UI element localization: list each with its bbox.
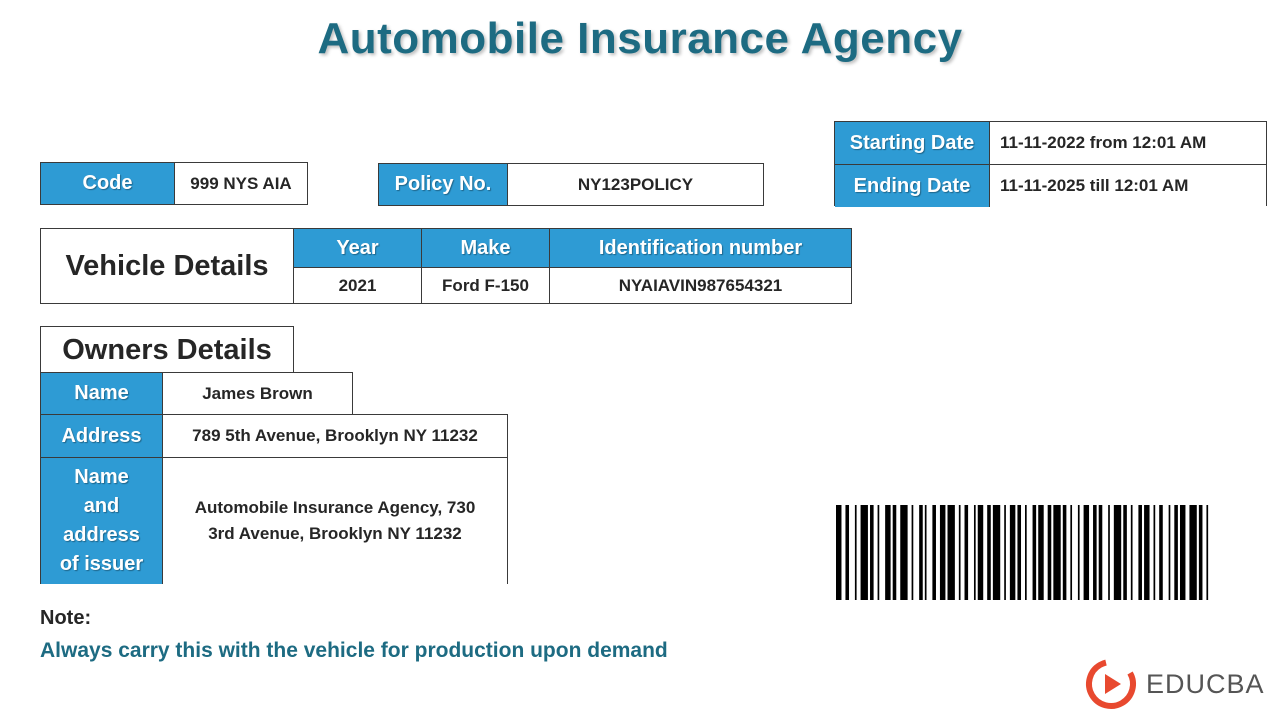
barcode-bar xyxy=(1025,505,1027,600)
note-label: Note: xyxy=(40,607,92,629)
policy-label: Policy No. xyxy=(379,164,508,205)
barcode-bar xyxy=(911,505,914,600)
barcode-bar xyxy=(987,505,991,600)
barcode-bar xyxy=(870,505,874,600)
barcode-bar xyxy=(1144,505,1150,600)
barcode-bar xyxy=(900,505,908,600)
barcode-bar xyxy=(1189,505,1197,600)
owner-name-row: Name James Brown xyxy=(40,372,353,415)
starting-date-label: Starting Date xyxy=(835,122,990,164)
issuer-value: Automobile Insurance Agency, 730 3rd Ave… xyxy=(163,458,507,584)
barcode-bar xyxy=(1053,505,1061,600)
vehicle-details-heading: Vehicle Details xyxy=(41,229,294,303)
issuer-label: Name and address of issuer xyxy=(41,458,163,584)
page-title: Automobile Insurance Agency xyxy=(317,14,963,63)
issuer-value-line: 3rd Avenue, Brooklyn NY 11232 xyxy=(208,524,462,543)
issuer-label-line: address xyxy=(63,524,140,546)
policy-dates: Starting Date 11-11-2022 from 12:01 AM E… xyxy=(834,121,1267,207)
issuer-label-line: Name xyxy=(74,466,129,488)
barcode-image xyxy=(836,505,1209,600)
barcode-bar xyxy=(1032,505,1037,600)
barcode-bar xyxy=(1130,505,1133,600)
barcode-bar xyxy=(1098,505,1103,600)
barcode-bar xyxy=(1159,505,1163,600)
barcode-bar xyxy=(947,505,955,600)
barcode-bar xyxy=(964,505,969,600)
barcode-bar xyxy=(836,505,842,600)
barcode-bar xyxy=(1009,505,1016,600)
barcode-bar xyxy=(877,505,880,600)
barcode-bar xyxy=(854,505,857,600)
barcode-bar xyxy=(1093,505,1097,600)
barcode-bar xyxy=(1047,505,1052,600)
barcode-bar xyxy=(1083,505,1090,600)
barcode-bar xyxy=(1153,505,1156,600)
barcode-bar xyxy=(1077,505,1080,600)
owner-address-issuer: Address 789 5th Avenue, Brooklyn NY 1123… xyxy=(40,414,508,584)
barcode-bar xyxy=(1062,505,1067,600)
issuer-label-line: and xyxy=(83,495,120,517)
barcode-bar xyxy=(845,505,850,600)
vehicle-year-value: 2021 xyxy=(294,268,422,303)
vehicle-col-identification: Identification number xyxy=(550,229,851,267)
barcode-bar xyxy=(1123,505,1127,600)
barcode-bar xyxy=(1070,505,1073,600)
barcode-bar xyxy=(1206,505,1209,600)
barcode-bar xyxy=(932,505,936,600)
owner-address-label: Address xyxy=(41,415,163,457)
owners-details-heading: Owners Details xyxy=(40,326,294,373)
vehicle-col-make: Make xyxy=(422,229,550,267)
owner-name-value: James Brown xyxy=(163,373,352,414)
code-value: 999 NYS AIA xyxy=(175,163,307,204)
barcode-bar xyxy=(992,505,1001,600)
vehicle-make-value: Ford F-150 xyxy=(422,268,550,303)
barcode-bar xyxy=(1168,505,1171,600)
barcode-bar xyxy=(1017,505,1022,600)
educba-logo: EDUCBA xyxy=(1084,656,1274,712)
barcode-bar xyxy=(939,505,946,600)
barcode-bar xyxy=(958,505,961,600)
ending-date-label: Ending Date xyxy=(835,165,990,207)
barcode-bar xyxy=(1198,505,1203,600)
starting-date-value: 11-11-2022 from 12:01 AM xyxy=(990,122,1266,164)
barcode-bar xyxy=(885,505,891,600)
barcode-bar xyxy=(1174,505,1178,600)
ending-date-value: 11-11-2025 till 12:01 AM xyxy=(990,165,1266,207)
barcode-bar xyxy=(1004,505,1006,600)
barcode-bar xyxy=(860,505,868,600)
issuer-label-line: of issuer xyxy=(59,553,144,575)
vehicle-col-year: Year xyxy=(294,229,422,267)
barcode-bar xyxy=(919,505,923,600)
barcode-bar xyxy=(1138,505,1142,600)
play-logo-icon xyxy=(1086,659,1136,709)
note-text: Always carry this with the vehicle for p… xyxy=(40,639,668,662)
barcode-bar xyxy=(1038,505,1044,600)
issuer-value-line: Automobile Insurance Agency, 730 xyxy=(194,498,476,517)
policy-field: Policy No. NY123POLICY xyxy=(378,163,764,206)
owner-name-label: Name xyxy=(41,373,163,414)
code-label: Code xyxy=(41,163,175,204)
brand-name: EDUCBA xyxy=(1146,668,1265,699)
barcode-bar xyxy=(1179,505,1186,600)
code-field: Code 999 NYS AIA xyxy=(40,162,308,205)
barcode-bar xyxy=(973,505,976,600)
barcode-bar xyxy=(892,505,897,600)
policy-value: NY123POLICY xyxy=(508,164,763,205)
barcode-bar xyxy=(977,505,984,600)
vehicle-details-box: Vehicle Details Year Make Identification… xyxy=(40,228,852,304)
barcode-bar xyxy=(924,505,927,600)
barcode-bar xyxy=(1113,505,1122,600)
owner-address-value: 789 5th Avenue, Brooklyn NY 11232 xyxy=(163,415,507,457)
vehicle-id-value: NYAIAVIN987654321 xyxy=(550,268,851,303)
barcode-bar xyxy=(1108,505,1110,600)
